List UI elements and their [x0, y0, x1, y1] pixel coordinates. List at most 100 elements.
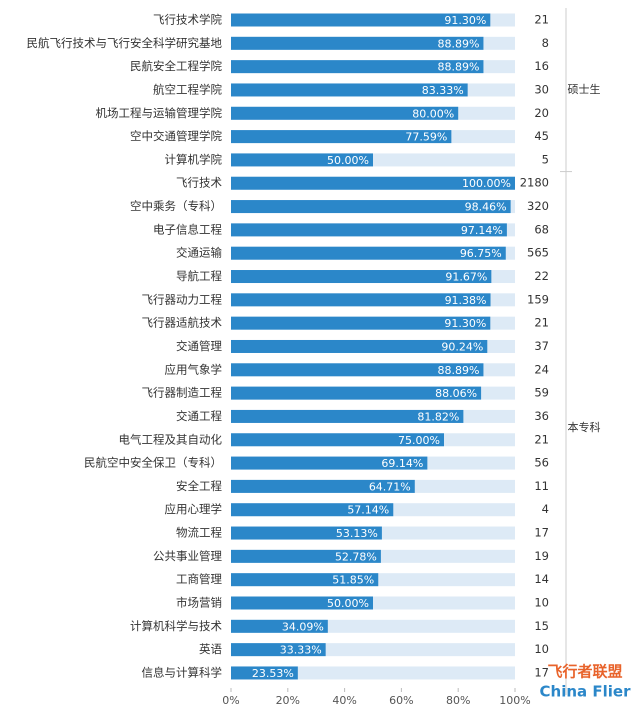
count-label: 68	[534, 222, 549, 236]
x-tick-label: 80%	[446, 694, 470, 707]
value-label: 88.89%	[437, 61, 479, 74]
bar	[231, 386, 482, 400]
category-label: 电子信息工程	[153, 222, 222, 236]
bar	[231, 339, 488, 353]
bar	[231, 433, 444, 447]
value-label: 50.00%	[327, 597, 369, 610]
category-label: 民航空中安全保卫（专科）	[84, 456, 222, 470]
count-label: 565	[527, 246, 549, 260]
bar	[231, 13, 491, 27]
bar	[231, 596, 373, 610]
category-label: 物流工程	[176, 526, 222, 540]
category-label: 空中乘务（专科）	[130, 199, 222, 213]
bar	[231, 293, 491, 307]
watermark: 飞行者联盟	[547, 663, 622, 681]
bar	[231, 409, 464, 423]
bar	[231, 316, 491, 330]
category-label: 应用气象学	[165, 362, 223, 376]
category-label: 机场工程与运输管理学院	[96, 106, 223, 120]
count-label: 59	[534, 386, 549, 400]
value-label: 97.14%	[461, 224, 503, 237]
category-label: 安全工程	[176, 479, 222, 493]
bar	[231, 573, 379, 587]
category-label: 飞行器适航技术	[142, 316, 223, 330]
value-label: 88.89%	[437, 364, 479, 377]
bar	[231, 200, 511, 214]
bar	[231, 106, 459, 120]
value-label: 88.89%	[437, 37, 479, 50]
x-tick-label: 20%	[276, 694, 300, 707]
value-label: 34.09%	[282, 620, 324, 633]
count-label: 16	[534, 59, 549, 73]
value-label: 100.00%	[462, 177, 511, 190]
bar	[231, 153, 373, 167]
count-label: 24	[534, 362, 549, 376]
bar	[231, 270, 492, 284]
category-label: 电气工程及其自动化	[119, 432, 223, 446]
bar	[231, 503, 394, 517]
category-label: 市场营销	[176, 596, 222, 610]
group-label: 硕士生	[568, 82, 601, 96]
value-label: 83.33%	[422, 84, 464, 97]
category-label: 交通运输	[176, 246, 222, 260]
count-label: 159	[527, 292, 549, 306]
category-label: 飞行器制造工程	[142, 386, 223, 400]
count-label: 30	[534, 82, 549, 96]
category-label: 信息与计算科学	[142, 665, 223, 679]
category-label: 计算机学院	[165, 152, 223, 166]
x-tick-label: 40%	[332, 694, 356, 707]
count-label: 36	[534, 409, 549, 423]
bar	[231, 479, 415, 493]
x-tick-label: 100%	[499, 694, 530, 707]
x-tick-label: 0%	[222, 694, 239, 707]
bar	[231, 176, 515, 190]
category-label: 空中交通管理学院	[130, 129, 222, 143]
bar	[231, 643, 326, 657]
category-label: 导航工程	[176, 269, 222, 283]
count-label: 320	[527, 199, 549, 213]
bar	[231, 526, 382, 540]
count-label: 11	[534, 479, 549, 493]
category-label: 航空工程学院	[153, 82, 222, 96]
count-label: 22	[534, 269, 549, 283]
bar	[231, 130, 452, 144]
value-label: 91.67%	[445, 271, 487, 284]
x-tick-label: 60%	[389, 694, 413, 707]
value-label: 90.24%	[441, 340, 483, 353]
count-label: 15	[534, 619, 549, 633]
count-label: 10	[534, 642, 549, 656]
count-label: 56	[534, 456, 549, 470]
value-label: 50.00%	[327, 154, 369, 167]
value-label: 98.46%	[465, 201, 507, 214]
bar	[231, 363, 484, 377]
category-label: 飞行器动力工程	[142, 292, 223, 306]
bar	[231, 36, 484, 50]
count-label: 17	[534, 526, 549, 540]
count-label: 20	[534, 106, 549, 120]
value-label: 23.53%	[252, 667, 294, 680]
value-label: 33.33%	[280, 644, 322, 657]
value-label: 91.30%	[444, 14, 486, 27]
bar	[231, 619, 328, 633]
count-label: 14	[534, 572, 549, 586]
value-label: 64.71%	[369, 480, 411, 493]
count-label: 21	[534, 13, 549, 27]
category-label: 民航飞行技术与飞行安全科学研究基地	[27, 36, 223, 50]
count-label: 19	[534, 549, 549, 563]
count-label: 8	[542, 36, 549, 50]
watermark: China Flier	[540, 683, 632, 701]
category-label: 英语	[199, 642, 222, 656]
bar-track	[231, 666, 515, 680]
category-label: 工商管理	[176, 572, 222, 586]
value-label: 75.00%	[398, 434, 440, 447]
category-label: 应用心理学	[165, 502, 223, 516]
value-label: 81.82%	[417, 410, 459, 423]
bar	[231, 549, 381, 563]
value-label: 69.14%	[381, 457, 423, 470]
value-label: 91.38%	[445, 294, 487, 307]
category-label: 计算机科学与技术	[130, 619, 222, 633]
count-label: 21	[534, 432, 549, 446]
value-label: 51.85%	[332, 574, 374, 587]
bar	[231, 456, 428, 470]
